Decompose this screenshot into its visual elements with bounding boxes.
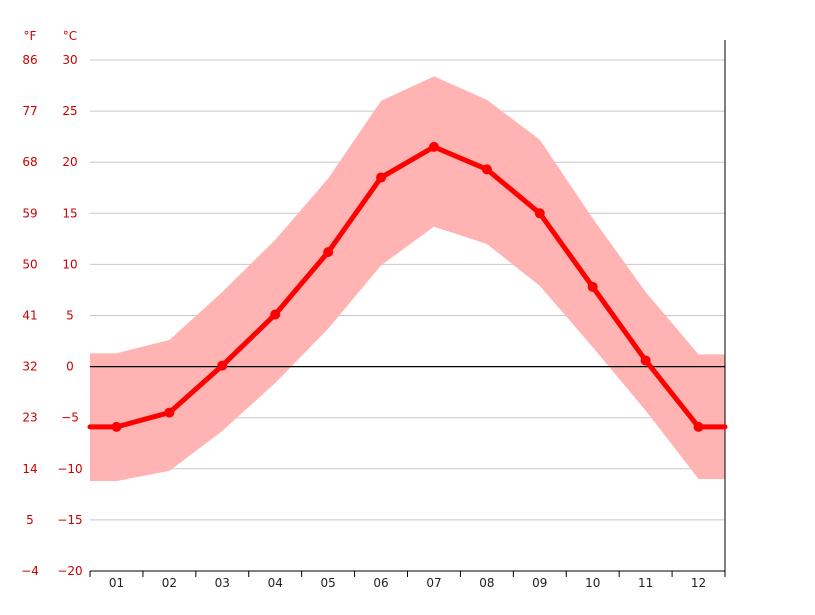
data-point [164, 407, 175, 418]
y-tick-label-celsius: 0 [66, 360, 74, 374]
data-point [481, 164, 492, 175]
y-tick-label-fahrenheit: 5 [26, 513, 34, 527]
y-tick-label-celsius: 15 [62, 206, 77, 220]
y-tick-label-celsius: −20 [57, 564, 82, 578]
y-tick-label-fahrenheit: 68 [22, 155, 37, 169]
x-tick-label: 05 [320, 576, 335, 590]
x-tick-label: 01 [109, 576, 124, 590]
data-point [376, 172, 387, 183]
x-tick-label: 04 [268, 576, 283, 590]
data-point [534, 208, 545, 219]
celsius-unit-label: °C [63, 29, 77, 43]
temperature-range-band [90, 76, 725, 482]
y-tick-label-fahrenheit: 14 [22, 462, 37, 476]
y-tick-label-fahrenheit: 32 [22, 360, 37, 374]
y-tick-label-celsius: 5 [66, 309, 74, 323]
data-point [587, 281, 598, 292]
x-tick-label: 08 [479, 576, 494, 590]
x-tick-label: 06 [373, 576, 388, 590]
data-point [270, 309, 281, 320]
x-tick-label: 12 [691, 576, 706, 590]
y-tick-label-celsius: 30 [62, 53, 77, 67]
y-tick-label-celsius: 10 [62, 257, 77, 271]
data-point [217, 360, 228, 371]
x-tick-label: 11 [638, 576, 653, 590]
y-tick-label-celsius: −15 [57, 513, 82, 527]
y-tick-label-celsius: −5 [61, 411, 79, 425]
data-point [111, 421, 122, 432]
y-tick-label-fahrenheit: 59 [22, 206, 37, 220]
x-tick-label: 03 [215, 576, 230, 590]
x-tick-label: 02 [162, 576, 177, 590]
y-tick-label-celsius: 20 [62, 155, 77, 169]
y-tick-label-fahrenheit: 77 [22, 104, 37, 118]
y-tick-label-fahrenheit: 86 [22, 53, 37, 67]
y-tick-label-celsius: −10 [57, 462, 82, 476]
y-tick-label-fahrenheit: −4 [21, 564, 39, 578]
data-point [323, 247, 334, 258]
average-temperature-line [87, 144, 728, 430]
x-tick-label: 07 [426, 576, 441, 590]
data-point [693, 421, 704, 432]
y-tick-label-fahrenheit: 23 [22, 411, 37, 425]
fahrenheit-unit-label: °F [24, 29, 37, 43]
x-tick-label: 10 [585, 576, 600, 590]
y-tick-label-fahrenheit: 50 [22, 257, 37, 271]
data-point [640, 355, 651, 366]
data-point [428, 141, 439, 152]
y-tick-label-fahrenheit: 41 [22, 309, 37, 323]
x-tick-label: 09 [532, 576, 547, 590]
y-tick-label-celsius: 25 [62, 104, 77, 118]
